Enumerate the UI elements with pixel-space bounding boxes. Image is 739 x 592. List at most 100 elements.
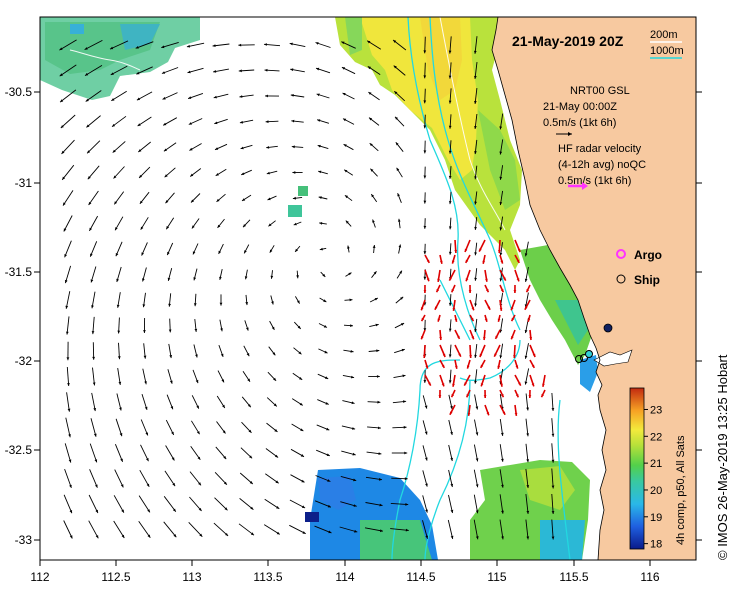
- radar-vector-head: [458, 353, 461, 357]
- radar-vector-head: [437, 278, 440, 282]
- svg-text:112: 112: [30, 570, 49, 584]
- model-vector: [499, 444, 504, 462]
- model-vector: [66, 392, 70, 412]
- model-vector-head: [296, 275, 299, 279]
- model-vector: [59, 89, 77, 103]
- ship-label: Ship: [634, 273, 660, 287]
- model-vector-head: [501, 458, 504, 462]
- model-vector-head: [88, 201, 92, 205]
- model-vector: [161, 41, 179, 49]
- model-vector-head: [270, 275, 274, 279]
- model-vector-head: [214, 121, 218, 125]
- radar-vector-head: [421, 317, 425, 322]
- model-vector: [525, 443, 529, 463]
- model-vector-head: [274, 429, 278, 432]
- radar-vector-head: [465, 278, 469, 282]
- model-vector-head: [343, 144, 347, 147]
- model-vector-head: [448, 302, 452, 306]
- model-vector-head: [425, 483, 428, 487]
- model-vector-head: [92, 356, 95, 360]
- model-vector-head: [425, 535, 429, 539]
- model-vector: [89, 469, 98, 488]
- model-vector-head: [247, 378, 250, 382]
- hf-radar-vectors: [420, 239, 546, 417]
- radar-vector-head: [470, 317, 474, 322]
- svg-text:114: 114: [335, 570, 354, 584]
- model-vector-head: [423, 225, 427, 229]
- model-vector: [66, 366, 70, 387]
- model-vector-head: [168, 329, 172, 333]
- model-vector-head: [196, 431, 200, 435]
- sst-patch-northwest: [40, 17, 200, 100]
- x-tick: 115.5: [559, 560, 589, 584]
- svg-text:112.5: 112.5: [101, 570, 130, 584]
- model-vector-head: [222, 404, 225, 408]
- model-vector-head: [474, 303, 477, 307]
- model-vector-head: [404, 451, 408, 455]
- colorbar-ticks: 23 22 21 20 19 18: [644, 404, 662, 551]
- model-vector-head: [84, 47, 88, 50]
- radar-vector-head: [426, 278, 430, 282]
- radar-vector-legend: HF radar velocity (4-12h avg) noQC 0.5m/…: [558, 143, 646, 190]
- model-vector-head: [474, 100, 477, 104]
- model-vector-head: [474, 126, 477, 129]
- model-vector-head: [292, 171, 296, 174]
- model-vector-head: [267, 197, 271, 201]
- model-vector-head: [343, 118, 347, 122]
- model-vector-head: [191, 199, 194, 203]
- model-vector-head: [167, 277, 171, 281]
- model-vector-head: [424, 431, 428, 435]
- model-vector-head: [297, 325, 301, 329]
- mooring-marker: [603, 323, 613, 333]
- model-vector: [163, 496, 177, 512]
- model-vector-head: [474, 354, 477, 358]
- radar-vector-head: [451, 260, 455, 264]
- model-vector: [136, 66, 153, 75]
- model-vector: [474, 36, 478, 54]
- model-vector-head: [397, 193, 400, 197]
- model-vector-head: [448, 100, 452, 104]
- radar-vector-head: [452, 383, 455, 387]
- radar-vector-head: [454, 318, 458, 322]
- model-vector: [213, 522, 229, 537]
- model-vector: [422, 495, 428, 513]
- radar-vector-head: [451, 289, 455, 293]
- model-vector-head: [501, 536, 504, 540]
- radar-vector-head: [468, 290, 472, 293]
- model-vector-head: [271, 301, 274, 305]
- model-vector: [111, 115, 127, 128]
- model-vector: [422, 520, 428, 539]
- model-vector-head: [60, 99, 64, 103]
- model-vector-head: [92, 382, 96, 386]
- model-vector-head: [295, 248, 298, 252]
- model-vector-head: [473, 50, 477, 54]
- model-vector-head: [318, 170, 322, 174]
- radar-vector-head: [497, 365, 501, 369]
- model-vector-head: [68, 434, 71, 438]
- radar-vector-head: [426, 259, 430, 263]
- model-vector-head: [327, 479, 331, 482]
- model-vector-head: [475, 432, 479, 436]
- radar-vector-head: [510, 307, 514, 311]
- model-vector-head: [297, 300, 300, 304]
- model-vector-head: [425, 457, 428, 461]
- model-vector-head: [501, 484, 504, 488]
- x-tick: 114.5: [406, 560, 436, 584]
- model-vector-head: [246, 353, 250, 357]
- svg-text:-32.5: -32.5: [5, 443, 33, 457]
- model-vector-head: [474, 176, 477, 180]
- model-vector-head: [423, 100, 427, 104]
- model-vector-head: [65, 305, 69, 309]
- model-vector: [473, 494, 479, 514]
- argo-symbol: [616, 249, 626, 259]
- model-vector-head: [118, 381, 122, 385]
- model-vector: [61, 139, 75, 155]
- model-vector-head: [250, 532, 254, 536]
- model-vector-head: [115, 227, 118, 231]
- model-vector-head: [195, 379, 199, 384]
- model-vector: [140, 419, 149, 436]
- land-area: [492, 17, 696, 560]
- model-vector-head: [212, 44, 216, 47]
- model-vector: [84, 65, 103, 76]
- model-vector: [84, 40, 103, 50]
